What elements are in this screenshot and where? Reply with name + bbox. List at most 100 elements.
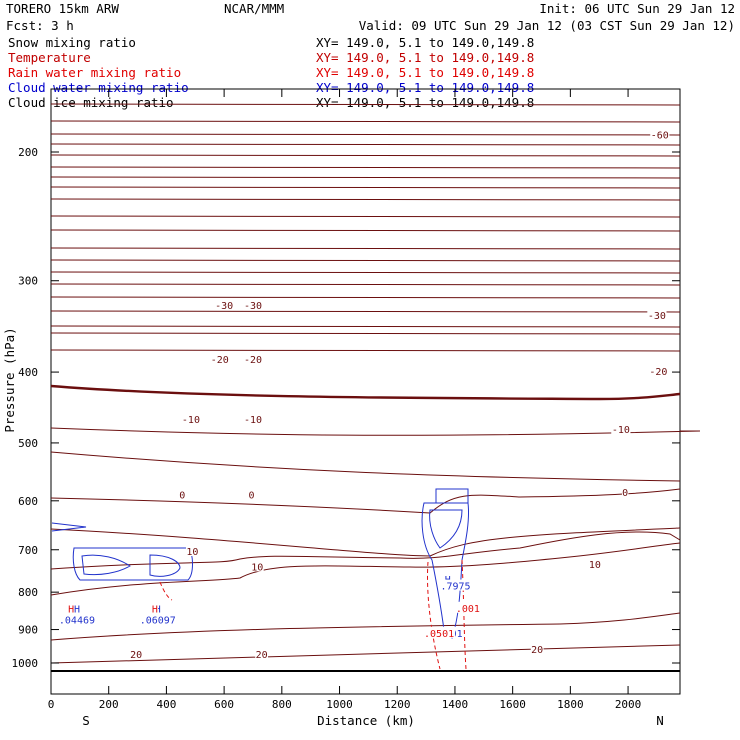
y-tick-label: 800 xyxy=(18,586,38,599)
cloud-water-contour xyxy=(429,509,463,549)
temperature-contour-label-bg xyxy=(530,643,544,655)
init-time: Init: 06 UTC Sun 29 Jan 12 xyxy=(539,1,735,16)
temperature-contour-line xyxy=(50,271,681,274)
x-axis-title: Distance (km) xyxy=(317,713,415,728)
cloud-water-contour xyxy=(81,554,131,576)
legend-label-cloud-water: Cloud water mixing ratio xyxy=(8,80,189,95)
rain-water-contour xyxy=(427,561,441,670)
cloud-water-label-bg xyxy=(57,613,97,625)
x-tick-label: 200 xyxy=(99,698,119,711)
rain-water-label: .0501 xyxy=(424,629,454,640)
temperature-contour-line xyxy=(50,612,681,641)
x-tick-label: 1600 xyxy=(499,698,526,711)
temperature-contour-label-bg xyxy=(611,422,631,434)
temperature-contour-label: -20 xyxy=(649,367,667,378)
cloud-water-label-bg xyxy=(138,613,177,625)
temperature-contour-line xyxy=(50,349,681,352)
x-tick-label: 400 xyxy=(156,698,176,711)
temperature-contour-label-bg xyxy=(179,488,186,500)
rain-water-label-bg xyxy=(67,602,75,614)
temperature-contour-label-bg xyxy=(243,352,263,364)
contour-labels: -79.84-60-30-30-30-20-20-20-10-10-100001… xyxy=(57,128,670,661)
legend-label-snow: Snow mixing ratio xyxy=(8,35,136,50)
temperature-contour-label: 10 xyxy=(186,547,198,558)
temperature-contour-line xyxy=(50,154,681,157)
rain-water-label-bg xyxy=(151,602,159,614)
temperature-contour-line xyxy=(50,215,681,218)
legend-xy-cloud-water: XY= 149.0, 5.1 to 149.0,149.8 xyxy=(316,80,534,95)
temperature-contour-line xyxy=(50,427,701,436)
legend-label-cloud-ice: Cloud ice mixing ratio xyxy=(8,95,174,110)
plot-frame xyxy=(50,88,681,695)
y-tick-label: 600 xyxy=(18,495,38,508)
temperature-contour-label: -20 xyxy=(244,355,262,366)
temperature-contour-line xyxy=(50,120,681,123)
temperature-contour-line xyxy=(50,531,681,570)
temperature-contour-label: -30 xyxy=(215,301,233,312)
y-tick-label: 400 xyxy=(18,366,38,379)
forecast-hour: Fcst: 3 h xyxy=(6,18,74,33)
temperature-contour-line xyxy=(50,133,681,136)
temperature-contour-label-bg xyxy=(648,365,668,377)
temperature-contour-line xyxy=(50,166,681,169)
rain-water-contour xyxy=(461,559,467,670)
center-name: NCAR/MMM xyxy=(224,1,284,16)
temperature-contour-line xyxy=(50,143,681,146)
temperature-contour-label: 20 xyxy=(256,650,268,661)
temperature-contour-line xyxy=(50,644,681,664)
temperature-contour-label-bg xyxy=(588,558,602,570)
y-tick-label: 900 xyxy=(18,624,38,637)
cloud-water-label: .04469 xyxy=(59,616,95,627)
rain-water-contours xyxy=(159,559,467,670)
temperature-contour-label: 20 xyxy=(531,645,543,656)
temperature-contour-line xyxy=(50,451,681,482)
legend-label-rain: Rain water mixing ratio xyxy=(8,65,181,80)
temperature-contour-label: -20 xyxy=(211,355,229,366)
temperature-contour-label-bg xyxy=(129,647,143,659)
temperature-contour-line xyxy=(50,247,681,250)
temperature-contour-label-bg xyxy=(243,299,263,311)
temperature-contour-label: 0 xyxy=(249,490,255,501)
model-name: TORERO 15km ARW xyxy=(6,1,119,16)
rain-water-contour xyxy=(159,581,173,601)
temperature-contour-label-bg xyxy=(214,299,234,311)
y-axis-title: Pressure (hPa) xyxy=(2,327,17,432)
cloud-water-contour xyxy=(72,547,193,581)
temperature-contour-label: 10 xyxy=(589,560,601,571)
cloud-water-label-bg xyxy=(73,602,81,614)
x-axis-right-end-label: N xyxy=(656,713,664,728)
rain-water-label-bg xyxy=(455,601,481,613)
y-tick-label: 1000 xyxy=(12,657,39,670)
y-tick-label: 200 xyxy=(18,146,38,159)
temperature-contour-line xyxy=(50,198,681,201)
temperature-contour-label-bg xyxy=(210,352,230,364)
temperature-contour-label: 0 xyxy=(179,490,185,501)
x-tick-label: 1200 xyxy=(384,698,411,711)
cloud-water-label: H xyxy=(74,605,80,616)
legend-xy-rain: XY= 149.0, 5.1 to 149.0,149.8 xyxy=(316,65,534,80)
rain-water-label: H xyxy=(68,605,74,616)
temperature-contour-label-bg xyxy=(650,128,670,140)
cloud-water-label: .06097 xyxy=(140,616,176,627)
x-axis-left-end-label: S xyxy=(82,713,90,728)
temperature-contour-line xyxy=(50,527,681,557)
temperature-contour-label-bg xyxy=(621,485,629,497)
temperature-contour-label-bg xyxy=(185,545,199,557)
cloud-water-contour xyxy=(421,502,469,639)
y-tick-label: 300 xyxy=(18,275,38,288)
x-tick-label: 1800 xyxy=(557,698,584,711)
temperature-contour-line xyxy=(50,542,681,596)
y-tick-label: 500 xyxy=(18,437,38,450)
temperature-contour-label: 0 xyxy=(622,488,628,499)
rain-water-label: H xyxy=(152,605,158,616)
x-tick-label: 1000 xyxy=(326,698,353,711)
legend-xy-cloud-ice: XY= 149.0, 5.1 to 149.0,149.8 xyxy=(316,95,534,110)
cloud-water-contour xyxy=(51,522,87,532)
temperature-contour-line xyxy=(50,229,681,232)
temperature-contour-line xyxy=(50,488,681,514)
cloud-water-label: .7975 xyxy=(440,582,470,593)
x-tick-label: 2000 xyxy=(615,698,642,711)
legend-xy-temperature: XY= 149.0, 5.1 to 149.0,149.8 xyxy=(316,50,534,65)
temperature-contour-label: -30 xyxy=(648,311,666,322)
